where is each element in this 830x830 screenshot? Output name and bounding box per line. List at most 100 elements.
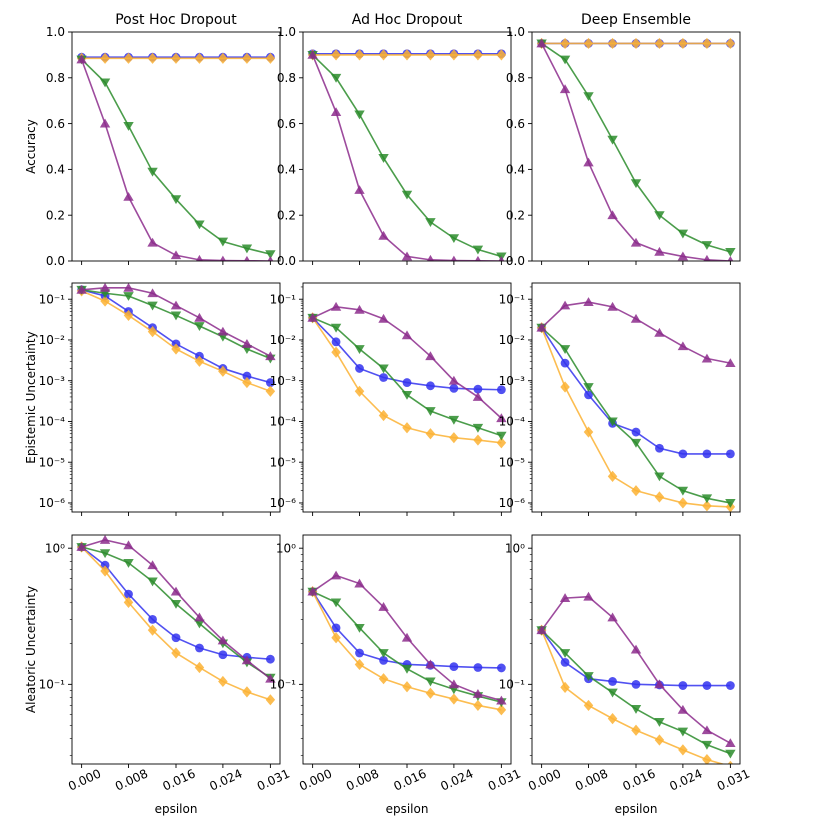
series-orange-point bbox=[378, 673, 389, 685]
series-orange-point bbox=[147, 326, 158, 338]
series-orange-point bbox=[678, 37, 688, 50]
series-purple-point bbox=[448, 375, 460, 385]
series-orange-point bbox=[631, 485, 641, 497]
series-green-point bbox=[701, 241, 713, 250]
series-orange-point bbox=[265, 694, 276, 706]
y-tick-label: 10⁻⁶ bbox=[270, 496, 297, 510]
y-tick-label: 0.8 bbox=[277, 71, 296, 85]
series-orange-point bbox=[583, 37, 594, 50]
panel-r3-c1: 10⁻¹ 10⁰ 0.000 0.008 0.016 0.024 0.031 epsilon bbox=[39, 534, 292, 816]
series-group bbox=[76, 535, 276, 706]
column-title: Deep Ensemble bbox=[581, 12, 691, 28]
series-purple-point bbox=[307, 49, 318, 59]
y-tick-label: 1.0 bbox=[46, 25, 65, 39]
y-tick-label: 0.8 bbox=[46, 71, 65, 85]
column-title: Ad Hoc Dropout bbox=[352, 12, 463, 28]
series-purple-point bbox=[217, 326, 229, 336]
series-green-point bbox=[472, 423, 484, 433]
series-purple-point bbox=[401, 330, 413, 340]
series-green-point bbox=[194, 619, 205, 629]
series-orange-point bbox=[702, 37, 712, 50]
series-blue-point bbox=[355, 648, 364, 658]
series-purple-point bbox=[99, 535, 111, 544]
series-purple-line bbox=[540, 43, 731, 261]
panel-r3-c3: 10⁻¹ 10⁰ 0.000 0.008 0.016 0.024 0.031 epsilon bbox=[499, 534, 752, 816]
series-green-point bbox=[448, 415, 460, 425]
series-green-point bbox=[123, 121, 134, 131]
series-blue-point bbox=[678, 449, 688, 459]
series-orange-point bbox=[607, 37, 618, 50]
series-orange-point bbox=[583, 426, 594, 438]
series-purple-point bbox=[654, 246, 665, 256]
axes-frame bbox=[302, 282, 512, 513]
series-orange-point bbox=[147, 624, 158, 636]
y-tick-label: 10⁻² bbox=[499, 333, 526, 347]
series-green-point bbox=[123, 292, 134, 301]
series-purple-point bbox=[354, 578, 365, 588]
series-blue-point bbox=[265, 654, 275, 664]
series-purple-point bbox=[701, 725, 713, 735]
series-purple-point bbox=[170, 250, 182, 260]
y-tick-label: 0.6 bbox=[46, 117, 65, 131]
series-purple-point bbox=[76, 284, 87, 294]
series-purple-point bbox=[243, 255, 250, 261]
series-orange-point bbox=[702, 500, 712, 512]
series-purple-point bbox=[583, 157, 594, 167]
panel-r1-c1: 0.0 0.2 0.4 0.6 0.8 1.0 Post Hoc Dropout bbox=[46, 12, 281, 268]
panel-r2-c1: 10⁻⁶ 10⁻⁵ 10⁻⁴ 10⁻³ 10⁻² 10⁻¹ bbox=[39, 282, 281, 516]
series-blue-point bbox=[355, 364, 364, 373]
series-green-point bbox=[378, 649, 389, 658]
series-orange-point bbox=[631, 724, 641, 736]
series-orange-point bbox=[402, 49, 412, 61]
series-purple-point bbox=[630, 313, 642, 323]
y-tick-label: 10⁻³ bbox=[270, 374, 297, 388]
x-tick-label: 0.008 bbox=[113, 766, 150, 793]
series-green-point bbox=[354, 110, 365, 120]
x-tick-label: 0.024 bbox=[667, 766, 704, 793]
series-purple-point bbox=[99, 283, 111, 292]
series-green-point bbox=[448, 234, 460, 244]
series-orange-point bbox=[425, 428, 436, 440]
series-green-line bbox=[81, 58, 271, 255]
series-purple-point bbox=[219, 255, 227, 261]
series-orange-point bbox=[218, 365, 228, 377]
series-purple-point bbox=[267, 256, 274, 261]
series-group bbox=[536, 37, 736, 261]
series-purple-point bbox=[195, 254, 204, 261]
series-green-point bbox=[330, 323, 342, 333]
series-green-point bbox=[630, 705, 642, 714]
x-axis-label: epsilon bbox=[155, 802, 198, 816]
series-green-point bbox=[607, 135, 618, 145]
series-green-point bbox=[607, 688, 618, 698]
series-orange-point bbox=[583, 699, 594, 712]
series-blue-point bbox=[449, 662, 459, 672]
x-tick-label: 0.000 bbox=[526, 766, 563, 793]
series-green-line bbox=[541, 42, 731, 253]
series-green-point bbox=[354, 623, 365, 633]
y-tick-label: 0.2 bbox=[506, 208, 525, 222]
axes-frame bbox=[302, 534, 512, 765]
series-orange-point bbox=[378, 409, 389, 422]
series-blue-line bbox=[311, 591, 502, 669]
series-purple-point bbox=[76, 542, 87, 551]
series-orange-point bbox=[678, 497, 688, 509]
series-blue-point bbox=[331, 337, 341, 347]
y-tick-label: 10⁻⁴ bbox=[270, 415, 297, 429]
series-blue-point bbox=[331, 623, 341, 633]
series-orange-point bbox=[449, 432, 459, 444]
series-purple-point bbox=[401, 632, 413, 642]
y-tick-label: 10⁻⁴ bbox=[39, 415, 66, 429]
series-green-point bbox=[725, 247, 736, 257]
series-purple-point bbox=[147, 237, 158, 247]
series-blue-point bbox=[608, 677, 617, 686]
x-tick-label: 0.031 bbox=[486, 766, 523, 793]
series-blue-point bbox=[725, 449, 735, 459]
series-purple-point bbox=[241, 655, 253, 665]
series-orange-point bbox=[242, 52, 252, 64]
series-purple-point bbox=[583, 591, 594, 601]
series-purple-point bbox=[194, 612, 205, 622]
series-orange-point bbox=[496, 704, 507, 716]
y-tick-label: 0.6 bbox=[506, 117, 525, 131]
series-blue-point bbox=[379, 655, 388, 665]
series-orange-point bbox=[331, 346, 341, 358]
